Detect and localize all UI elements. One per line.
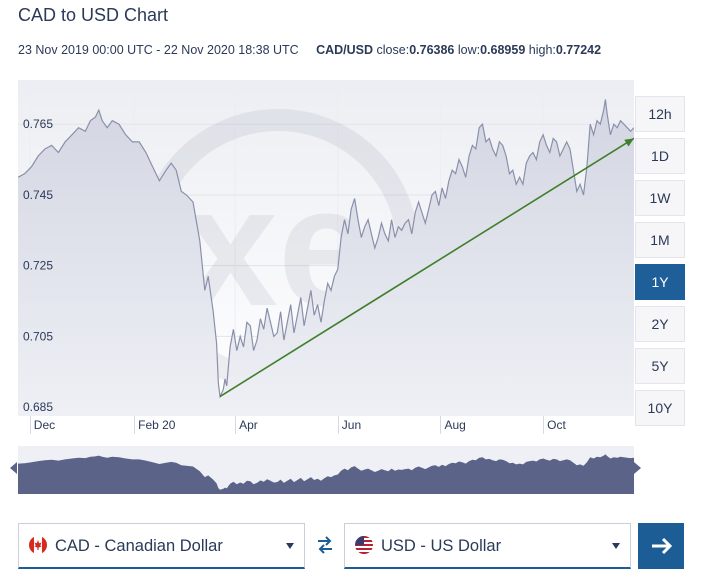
y-tick-label: 0.745: [23, 188, 53, 202]
chart-title: CAD to USD Chart: [18, 5, 169, 25]
chart-summary: 23 Nov 2019 00:00 UTC - 22 Nov 2020 18:3…: [18, 43, 601, 57]
from-currency-select[interactable]: CAD - Canadian Dollar: [18, 523, 305, 569]
x-tick-mark: [235, 416, 237, 434]
range-button-2y[interactable]: 2Y: [635, 306, 685, 342]
high-value: 0.77242: [555, 43, 602, 57]
x-tick-label: Dec: [33, 418, 56, 432]
arrow-right-icon: [652, 537, 673, 555]
x-tick-mark: [337, 416, 339, 434]
close-value: 0.76386: [409, 43, 455, 57]
swap-currencies-icon[interactable]: [316, 535, 334, 555]
range-buttons: 12h 1D 1W 1M 1Y 2Y 5Y 10Y: [635, 96, 685, 432]
range-button-1m[interactable]: 1M: [635, 222, 685, 258]
chevron-down-icon: [286, 543, 294, 549]
date-range: 23 Nov 2019 00:00 UTC - 22 Nov 2020 18:3…: [18, 43, 299, 57]
low-label: low:: [457, 43, 481, 57]
close-label: close:: [376, 43, 410, 57]
x-tick-mark: [543, 416, 545, 434]
chevron-down-icon: [612, 543, 620, 549]
to-currency-select[interactable]: USD - US Dollar: [344, 523, 631, 569]
high-label: high:: [528, 43, 556, 57]
rate-chart[interactable]: xe 0.765 0.745 0.725 0.705 0.685: [17, 80, 635, 416]
y-tick-label: 0.765: [23, 117, 53, 131]
convert-button[interactable]: [638, 523, 684, 569]
range-button-1w[interactable]: 1W: [635, 180, 685, 216]
from-currency-label: CAD - Canadian Dollar: [55, 537, 223, 555]
pair-label: CAD/USD: [316, 43, 374, 57]
range-button-5y[interactable]: 5Y: [635, 348, 685, 384]
trendline-arrowhead: [624, 138, 634, 147]
range-button-1d[interactable]: 1D: [635, 138, 685, 174]
range-button-10y[interactable]: 10Y: [635, 390, 685, 426]
y-tick-label: 0.705: [23, 329, 53, 343]
x-tick-mark: [440, 416, 442, 434]
x-tick-label: Oct: [547, 418, 566, 432]
x-tick-label: Aug: [444, 418, 466, 432]
navigator-area: [18, 454, 634, 494]
range-navigator[interactable]: [18, 446, 634, 494]
range-button-12h[interactable]: 12h: [635, 96, 685, 132]
x-axis: Dec Feb 20 Apr Jun Aug Oct: [18, 416, 634, 438]
navigator-left-handle[interactable]: [10, 462, 17, 474]
low-value: 0.68959: [480, 43, 526, 57]
canada-flag-icon: [29, 536, 47, 554]
navigator-svg: [18, 446, 634, 494]
x-tick-label: Apr: [239, 418, 258, 432]
range-button-1y[interactable]: 1Y: [635, 264, 685, 300]
x-tick-label: Feb 20: [138, 418, 176, 432]
navigator-right-handle[interactable]: [634, 462, 641, 474]
x-tick-mark: [29, 416, 31, 434]
rate-area: [18, 99, 634, 416]
trendline: [219, 137, 635, 398]
to-currency-label: USD - US Dollar: [381, 537, 502, 555]
trendline-layer: [219, 137, 635, 398]
rate-line: [17, 99, 635, 399]
y-tick-label: 0.685: [23, 400, 53, 414]
x-tick-label: Jun: [341, 418, 362, 432]
y-tick-label: 0.725: [23, 259, 53, 273]
y-axis-ticks: 0.765 0.745 0.725 0.705 0.685: [23, 117, 53, 414]
x-tick-mark: [134, 416, 136, 434]
us-flag-icon: [355, 536, 373, 554]
